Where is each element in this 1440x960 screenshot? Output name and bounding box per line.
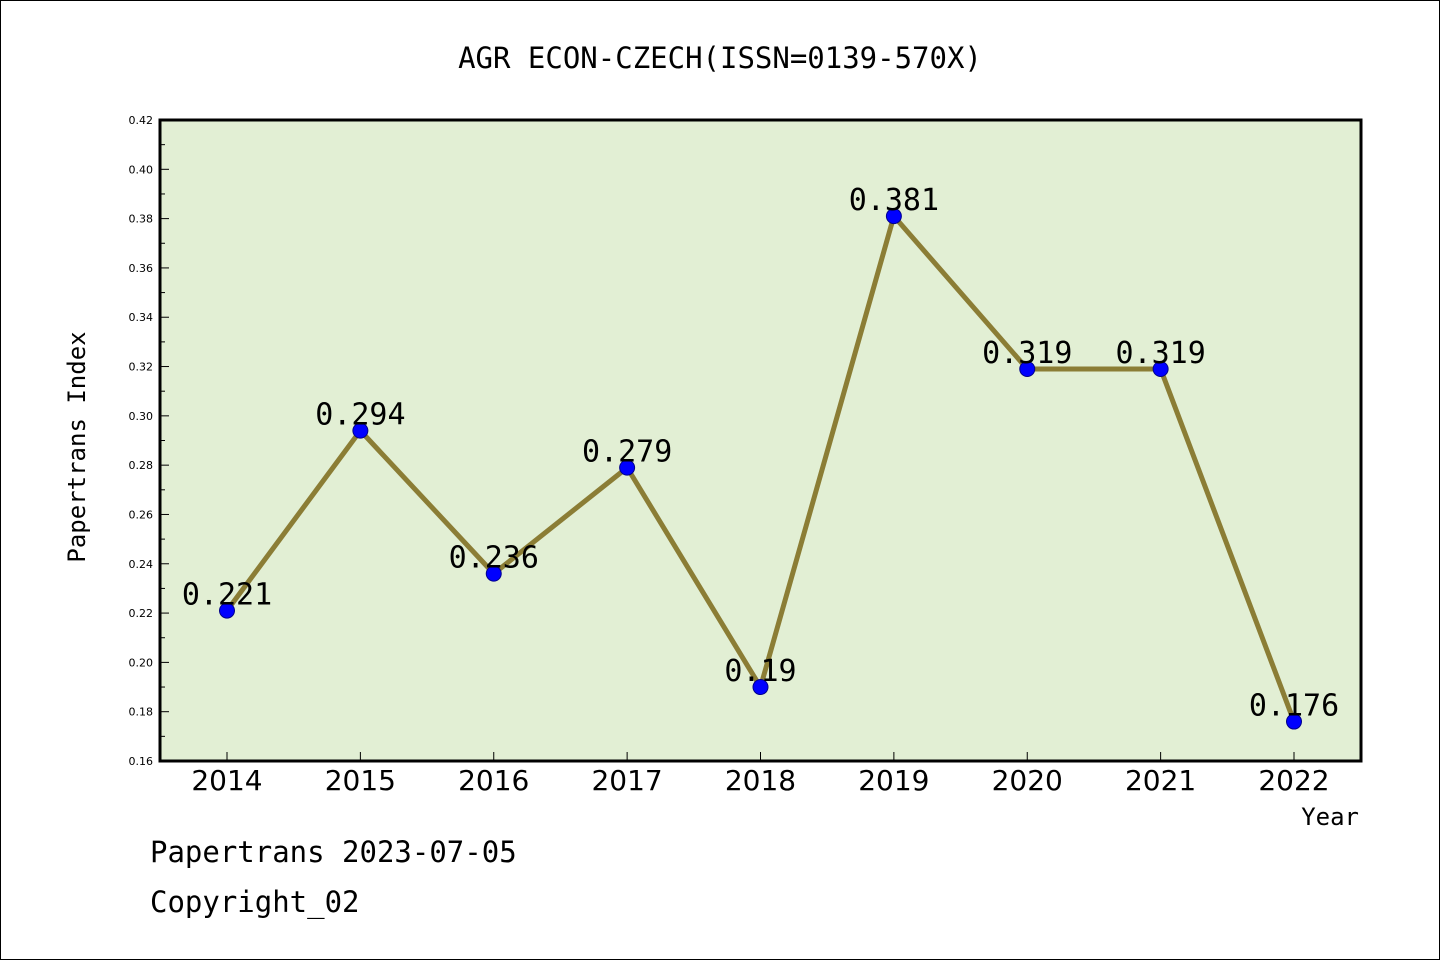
chart-title: AGR ECON-CZECH(ISSN=0139-570X) [458, 41, 982, 75]
y-axis-ticks: 0.16 0.18 0.20 0.22 0.24 0.26 0.28 0.30 0.32 0.34… [129, 114, 169, 768]
data-labels: 0.221 0.294 0.236 0.279 0.19 0.381 0.319 0.319 0… [182, 183, 1339, 723]
data-point [1286, 713, 1302, 730]
y-tick-label: 0.36 [129, 262, 154, 275]
y-tick-label: 0.34 [129, 311, 154, 324]
x-tick-label: 2020 [992, 764, 1063, 797]
y-tick-label: 0.26 [129, 508, 154, 521]
data-label: 0.221 [182, 578, 272, 613]
data-point [752, 679, 769, 696]
data-point [219, 602, 235, 619]
x-tick-label: 2019 [858, 764, 929, 797]
data-label: 0.279 [582, 435, 672, 470]
y-tick-label: 0.28 [129, 459, 154, 472]
data-point [619, 459, 636, 476]
x-tick-label: 2021 [1125, 764, 1196, 797]
data-point [885, 208, 902, 225]
data-point [485, 565, 502, 582]
x-axis-label: Year [1301, 803, 1359, 831]
data-label: 0.19 [724, 654, 796, 689]
y-tick-label: 0.40 [129, 163, 154, 176]
x-tick-label: 2014 [191, 764, 262, 797]
data-label: 0.236 [449, 541, 539, 576]
y-tick-label: 0.32 [129, 361, 154, 374]
y-axis-label: Papertrans Index [63, 331, 91, 562]
data-point [1019, 361, 1036, 378]
data-markers [219, 208, 1302, 730]
data-label: 0.381 [849, 183, 939, 218]
y-tick-label: 0.24 [129, 558, 154, 571]
x-axis-ticks: 2014 2015 2016 2017 2018 2019 2020 2021 2022 [191, 752, 1330, 797]
footer-copyright: Copyright_02 [150, 885, 360, 919]
x-tick-label: 2022 [1258, 764, 1329, 797]
x-tick-label: 2015 [325, 764, 396, 797]
y-tick-label: 0.20 [129, 656, 154, 669]
x-tick-label: 2018 [725, 764, 796, 797]
data-point [1152, 361, 1169, 378]
data-point [352, 422, 369, 439]
y-tick-label: 0.18 [129, 706, 154, 719]
y-tick-label: 0.22 [129, 607, 154, 620]
plot-area [158, 118, 1363, 763]
data-label: 0.294 [315, 398, 405, 433]
data-label: 0.319 [1115, 336, 1205, 371]
data-label: 0.176 [1249, 689, 1339, 724]
y-tick-label: 0.42 [129, 114, 154, 127]
x-tick-label: 2017 [591, 764, 662, 797]
y-tick-label: 0.30 [129, 410, 154, 423]
y-tick-label: 0.16 [129, 755, 154, 768]
footer-date: Papertrans 2023-07-05 [150, 835, 517, 869]
x-tick-label: 2016 [458, 764, 529, 797]
y-tick-label: 0.38 [129, 213, 154, 226]
data-label: 0.319 [982, 336, 1072, 371]
